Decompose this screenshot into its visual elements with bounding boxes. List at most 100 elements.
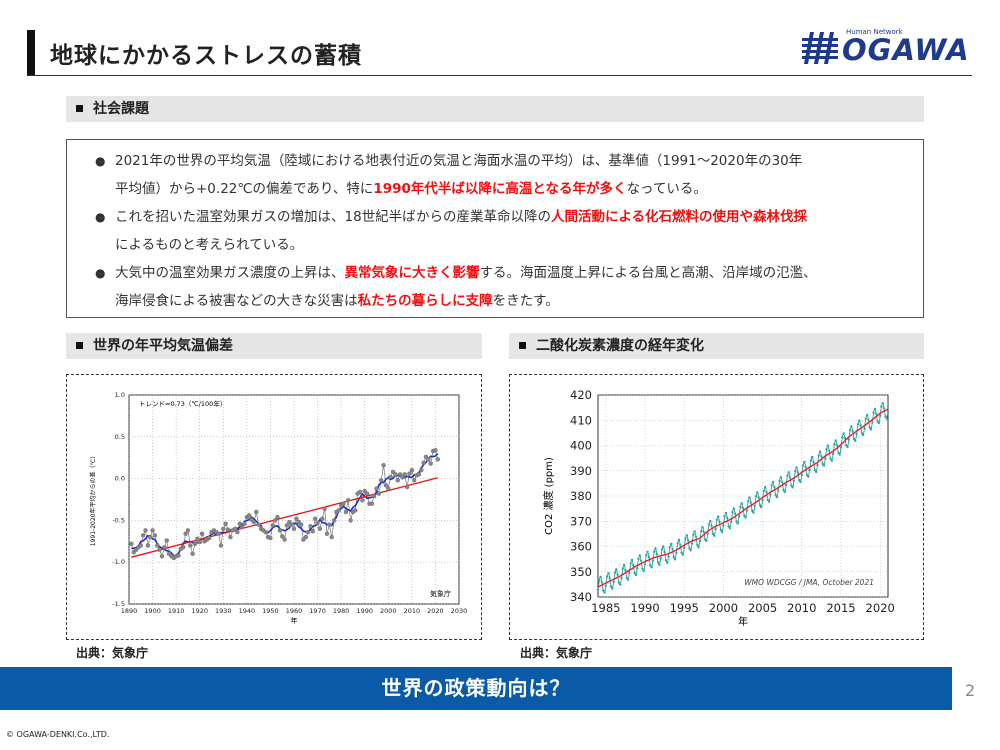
- chart-credit: 気象庁: [430, 589, 451, 598]
- monthly-data-point: [730, 520, 733, 523]
- monthly-data-point: [757, 496, 760, 499]
- annual-data-point: [246, 513, 252, 518]
- monthly-data-point: [829, 457, 832, 460]
- monthly-data-point: [658, 563, 661, 566]
- bullet-item: ● 2021年の世界の平均気温（陸域における地表付近の気温と海面水温の平均）は、…: [95, 147, 905, 203]
- square-bullet-icon: [76, 341, 83, 349]
- monthly-data-point: [781, 481, 784, 484]
- monthly-data-point: [740, 502, 743, 505]
- y-axis-label: CO2 濃度 (ppm): [542, 457, 555, 535]
- monthly-data-point: [795, 466, 798, 469]
- monthly-data-point: [837, 451, 840, 454]
- annual-data-point: [312, 516, 318, 521]
- annual-data-point: [164, 538, 169, 543]
- annual-data-point: [305, 529, 311, 535]
- monthly-data-point: [820, 455, 823, 458]
- monthly-data-point: [885, 417, 888, 420]
- logo-tagline: Human Network: [846, 28, 903, 36]
- trend-line: [597, 408, 889, 588]
- y-axis-label: 1991-2020年平均からの差（℃）: [89, 453, 97, 546]
- monthly-data-point: [625, 576, 628, 579]
- monthly-data-point: [719, 528, 722, 532]
- monthly-data-point: [723, 515, 726, 518]
- monthly-data-point: [675, 551, 678, 554]
- annual-data-point: [256, 522, 261, 527]
- monthly-data-point: [685, 534, 688, 537]
- monthly-data-point: [667, 555, 670, 558]
- monthly-data-point: [818, 450, 822, 453]
- bullet-text: 大気中の温室効果ガス濃度の上昇は、: [115, 265, 345, 281]
- annual-data-point: [138, 543, 144, 548]
- monthly-data-point: [672, 556, 675, 559]
- monthly-data-point: [756, 491, 759, 494]
- monthly-data-point: [760, 505, 763, 509]
- bullet-dot-icon: ●: [95, 154, 106, 168]
- annual-data-point: [143, 528, 148, 533]
- annual-data-point: [303, 534, 309, 540]
- annual-data-point: [239, 524, 245, 530]
- section-header-co2: 二酸化炭素濃度の経年変化: [509, 333, 924, 359]
- ogawa-logo-icon: [802, 32, 838, 64]
- monthly-data-point: [700, 529, 703, 533]
- annual-data-point: [360, 498, 365, 503]
- monthly-data-point: [732, 507, 736, 510]
- monthly-data-point: [679, 543, 682, 547]
- monthly-data-point: [815, 470, 818, 474]
- monthly-data-point: [786, 474, 789, 477]
- annual-data-point: [192, 541, 198, 547]
- monthly-data-point: [782, 488, 785, 492]
- x-tick-label: 1985: [591, 601, 620, 615]
- monthly-data-point: [715, 518, 719, 521]
- section-header-temperature: 世界の年平均気温偏差: [66, 333, 482, 359]
- monthly-data-point: [796, 471, 800, 474]
- monthly-data-point: [628, 571, 631, 575]
- monthly-data-point: [683, 546, 686, 550]
- co2-chart-frame: [509, 374, 924, 640]
- monthly-data-point: [693, 530, 696, 533]
- x-axis-label: 年: [291, 616, 298, 625]
- monthly-data-point: [858, 419, 861, 422]
- annual-data-point: [197, 539, 202, 545]
- monthly-data-point: [767, 500, 771, 503]
- annual-data-point: [317, 526, 323, 532]
- annual-data-point: [393, 472, 398, 477]
- monthly-data-point: [680, 551, 683, 554]
- monthly-data-point: [754, 495, 758, 498]
- y-tick-label: 350: [570, 565, 592, 579]
- section-label: 世界の年平均気温偏差: [93, 338, 233, 354]
- annual-data-point: [232, 526, 238, 532]
- monthly-data-point: [734, 512, 737, 515]
- monthly-data-point: [843, 436, 847, 440]
- bullet-dot-icon: ●: [95, 210, 106, 224]
- x-tick-label: 1950: [262, 607, 279, 615]
- annual-data-point: [294, 516, 299, 521]
- annual-data-point: [315, 520, 320, 526]
- monthly-data-point: [811, 455, 814, 459]
- monthly-data-point: [783, 490, 786, 494]
- monthly-data-point: [717, 515, 720, 518]
- running-mean-line: [131, 452, 439, 557]
- monthly-data-point: [726, 516, 729, 520]
- monthly-data-point: [856, 423, 860, 426]
- annual-data-point: [199, 531, 205, 537]
- page-number: 2: [965, 681, 976, 700]
- monthly-data-point: [851, 430, 854, 433]
- annual-data-point: [409, 467, 415, 473]
- annual-data-point: [284, 523, 290, 528]
- temperature-chart-frame: [66, 374, 482, 640]
- monthly-data-point: [841, 436, 844, 439]
- monthly-data-point: [611, 587, 614, 590]
- y-tick-label: 1.0: [115, 391, 125, 399]
- monthly-data-point: [705, 539, 708, 543]
- monthly-data-point: [737, 515, 741, 518]
- issues-box: ● 2021年の世界の平均気温（陸域における地表付近の気温と海面水温の平均）は、…: [66, 139, 924, 318]
- section-label: 二酸化炭素濃度の経年変化: [536, 338, 704, 354]
- x-tick-label: 2015: [826, 601, 855, 615]
- annual-data-point: [404, 484, 410, 490]
- chart-credit: WMO WDCGG / JMA, October 2021: [744, 578, 874, 587]
- bullet-item: ● これを招いた温室効果ガスの増加は、18世紀半ばからの産業革命以降の人間活動に…: [95, 203, 905, 259]
- y-tick-label: 340: [570, 590, 592, 604]
- monthly-data-point: [701, 526, 704, 529]
- monthly-data-point: [634, 573, 638, 577]
- annual-data-point: [176, 553, 181, 558]
